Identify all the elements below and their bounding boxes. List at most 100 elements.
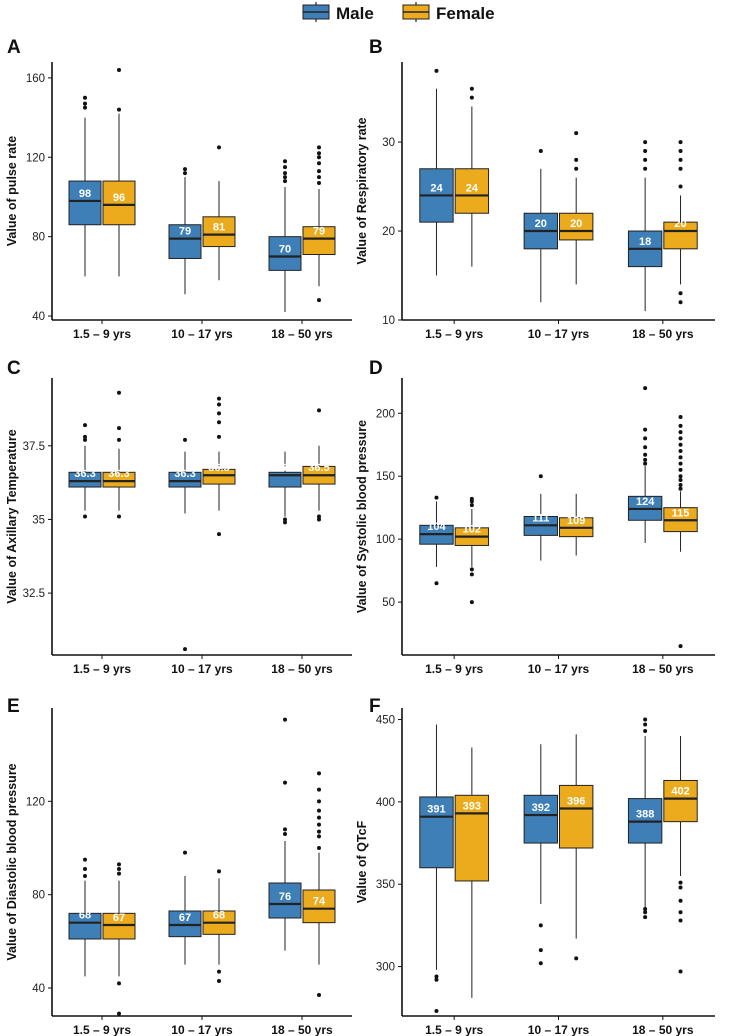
median-value-label: 20 <box>535 218 547 230</box>
box-female-3: 115 <box>663 415 698 649</box>
outlier-point <box>643 910 648 915</box>
box-iqr <box>454 168 490 214</box>
box-iqr <box>68 912 102 940</box>
outlier-point <box>678 898 683 903</box>
median-value-label: 391 <box>427 804 445 816</box>
outlier-point <box>283 832 287 836</box>
outlier-point <box>643 427 648 432</box>
outlier-point <box>117 1011 121 1016</box>
outlier-point <box>117 867 121 871</box>
y-tick-label: 50 <box>382 597 395 609</box>
x-tick-label: 1.5 – 9 yrs <box>73 327 131 341</box>
outlier-point <box>678 477 683 482</box>
median-value-label: 36.5 <box>308 462 329 474</box>
outlier-point <box>283 159 287 164</box>
y-axis-label: Value of Respiratory rate <box>355 117 369 264</box>
outlier-point <box>317 829 321 834</box>
outlier-point <box>678 184 683 189</box>
outlier-point <box>217 420 221 425</box>
median-value-label: 96 <box>113 192 125 204</box>
outlier-point <box>678 436 683 441</box>
box-female-2: 81 <box>202 145 236 281</box>
outlier-point <box>83 857 87 862</box>
x-tick-label: 10 – 17 yrs <box>171 1023 233 1036</box>
outlier-point <box>317 822 321 827</box>
median-value-label: 18 <box>639 236 651 248</box>
outlier-point <box>317 808 321 813</box>
outlier-point <box>643 166 648 171</box>
median-value-label: 81 <box>213 222 225 234</box>
x-tick-label: 18 – 50 yrs <box>632 662 694 676</box>
median-value-label: 36.5 <box>274 462 295 474</box>
median-value-label: 76 <box>279 891 291 903</box>
box-male-3: 70 <box>268 159 302 313</box>
box-iqr <box>168 471 202 488</box>
y-tick-label: 120 <box>26 152 45 164</box>
y-tick-label: 100 <box>376 534 395 546</box>
median-value-label: 396 <box>567 795 585 807</box>
outlier-point <box>183 850 187 855</box>
x-tick-label: 18 – 50 yrs <box>271 327 333 341</box>
outlier-point <box>217 145 221 150</box>
outlier-point <box>317 771 321 776</box>
outlier-point <box>83 437 87 442</box>
outlier-point <box>538 948 543 953</box>
outlier-point <box>317 155 321 160</box>
box-male-2: 67 <box>168 850 202 965</box>
median-value-label: 111 <box>532 512 549 524</box>
outlier-point <box>678 644 683 649</box>
box-female-2: 20 <box>559 131 594 285</box>
outlier-point <box>643 722 648 727</box>
outlier-point <box>117 862 121 867</box>
median-value-label: 70 <box>279 243 291 255</box>
median-value-label: 392 <box>532 802 550 814</box>
outlier-point <box>183 167 187 172</box>
outlier-point <box>117 514 121 519</box>
box-male-2: 36.3 <box>168 437 202 652</box>
outlier-point <box>217 869 221 874</box>
x-tick-label: 10 – 17 yrs <box>171 327 233 341</box>
box-iqr <box>302 226 336 256</box>
outlier-point <box>83 874 87 878</box>
outlier-point <box>469 95 474 100</box>
y-tick-label: 80 <box>32 890 45 902</box>
outlier-point <box>678 157 683 162</box>
outlier-point <box>317 514 321 519</box>
outlier-point <box>317 145 321 150</box>
median-value-label: 36.5 <box>208 462 229 474</box>
outlier-point <box>678 140 683 145</box>
median-value-label: 98 <box>79 188 91 200</box>
box-iqr <box>523 794 559 844</box>
x-tick-label: 1.5 – 9 yrs <box>425 662 483 676</box>
outlier-point <box>469 86 474 91</box>
panel-letter: A <box>7 37 21 58</box>
y-tick-label: 150 <box>376 471 395 483</box>
outlier-point <box>83 101 87 106</box>
median-value-label: 74 <box>313 896 326 908</box>
outlier-point <box>678 969 683 974</box>
outlier-point <box>217 979 221 983</box>
outlier-point <box>317 408 321 413</box>
median-value-label: 104 <box>427 521 446 533</box>
legend: Male Female <box>302 2 495 23</box>
x-tick-label: 18 – 50 yrs <box>632 327 694 341</box>
box-male-1: 104 <box>419 495 454 586</box>
x-tick-label: 18 – 50 yrs <box>632 1023 694 1036</box>
outlier-point <box>678 483 683 488</box>
outlier-point <box>117 390 121 395</box>
median-value-label: 67 <box>113 912 125 924</box>
box-male-2: 392 <box>523 744 559 966</box>
box-male-3: 76 <box>268 717 302 951</box>
panel-e: E Value of Diastolic blood pressure 40 80 12… <box>5 696 352 1036</box>
outlier-point <box>678 300 683 305</box>
outlier-point <box>469 567 474 572</box>
outlier-point <box>678 148 683 153</box>
outlier-point <box>83 867 87 871</box>
y-axis-label: Value of Diastolic blood pressure <box>5 763 19 960</box>
outlier-point <box>678 461 683 466</box>
outlier-point <box>434 581 439 586</box>
box-iqr <box>68 471 102 488</box>
box-iqr <box>202 216 236 248</box>
box-male-2: 79 <box>168 167 202 295</box>
box-iqr <box>663 779 698 823</box>
